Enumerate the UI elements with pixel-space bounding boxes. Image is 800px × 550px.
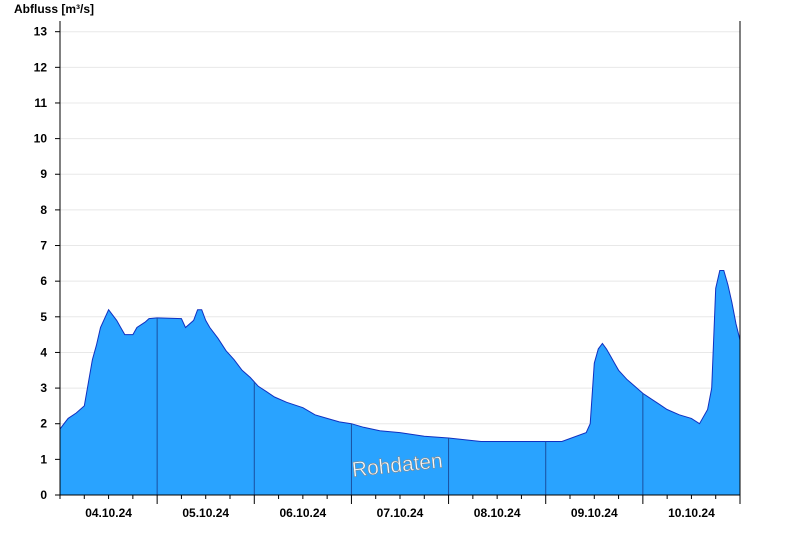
- y-tick-label: 5: [40, 310, 47, 324]
- y-axis-label: Abfluss [m³/s]: [14, 2, 94, 16]
- y-tick-label: 9: [40, 167, 47, 181]
- y-tick-label: 0: [40, 488, 47, 502]
- y-tick-label: 4: [40, 345, 47, 359]
- y-tick-label: 8: [40, 203, 47, 217]
- y-tick-label: 12: [34, 60, 48, 74]
- y-tick-label: 6: [40, 274, 47, 288]
- y-tick-label: 1: [40, 452, 47, 466]
- x-tick-label: 05.10.24: [182, 506, 229, 520]
- x-tick-label: 07.10.24: [377, 506, 424, 520]
- y-tick-label: 10: [34, 132, 48, 146]
- x-axis-ticks: 04.10.24 05.10.24 06.10.24 07.10.24 08.10.24…: [59, 495, 741, 520]
- y-tick-label: 13: [34, 25, 48, 39]
- x-tick-label: 08.10.24: [474, 506, 521, 520]
- x-tick-label: 04.10.24: [85, 506, 132, 520]
- y-tick-label: 7: [40, 239, 47, 253]
- y-tick-label: 3: [40, 381, 47, 395]
- discharge-line: [59, 270, 741, 442]
- x-tick-label: 09.10.24: [571, 506, 618, 520]
- x-tick-label: 06.10.24: [279, 506, 326, 520]
- y-tick-label: 11: [34, 96, 47, 110]
- x-tick-label: 10.10.24: [668, 506, 715, 520]
- y-tick-label: 2: [40, 417, 47, 431]
